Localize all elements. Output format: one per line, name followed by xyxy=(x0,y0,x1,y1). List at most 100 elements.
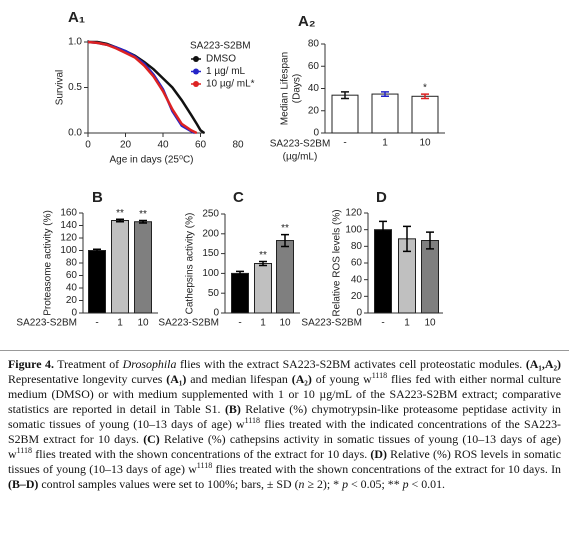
x-axis-label: SA223-S2BM xyxy=(301,318,362,329)
x-tick-label: - xyxy=(238,318,241,329)
significance: ** xyxy=(281,223,289,234)
bar xyxy=(374,229,392,314)
caption-text: Relative (%) cathepsins activity in soma… xyxy=(8,432,561,461)
y-tick-label: 20 xyxy=(351,291,363,302)
caption-text: p xyxy=(342,477,349,491)
caption-text: Representative longevity curves xyxy=(8,372,167,386)
x-axis-label: SA223-S2BM xyxy=(16,318,77,329)
significance: ** xyxy=(139,209,147,220)
legend-label: 10 µg/ mL* xyxy=(206,79,255,90)
y-tick-label: 160 xyxy=(60,208,77,219)
caption-text: (B–D) xyxy=(8,477,39,491)
y-tick-label: 0 xyxy=(313,128,319,139)
error-bar xyxy=(259,260,267,267)
x-tick-label: 1 xyxy=(404,318,410,329)
y-tick-label: 100 xyxy=(345,224,362,235)
x-tick-label: 1 xyxy=(117,318,123,329)
legend-title: SA223-S2BM xyxy=(190,41,251,52)
caption-text: Relative (%) chymotrypsin-like proteasom… xyxy=(8,402,562,431)
caption-text: flies treated with the shown concentrati… xyxy=(32,447,371,461)
y-tick-label: 0 xyxy=(356,308,362,319)
bar xyxy=(134,221,152,314)
survival-curve xyxy=(88,40,205,135)
caption-text: Relative (%) ROS levels in somatic tissu… xyxy=(8,447,561,476)
y-axis-label: (Days) xyxy=(292,74,303,103)
y-tick-label: 0.5 xyxy=(68,82,82,93)
bar xyxy=(88,250,106,314)
x-tick-label: 1 xyxy=(260,318,266,329)
bar xyxy=(411,95,439,134)
y-tick-label: 80 xyxy=(308,39,320,50)
caption-text: flies treated with the indicated concent… xyxy=(8,417,561,446)
error-bar xyxy=(341,91,349,100)
error-bar xyxy=(426,231,434,250)
caption-text: (A₁) xyxy=(166,372,187,386)
legend-label: DMSO xyxy=(206,54,236,65)
survival-curve xyxy=(87,40,198,135)
caption-text: control samples values were set to 100%;… xyxy=(38,477,299,491)
x-axis-label: SA223-S2BM xyxy=(158,318,219,329)
y-tick-label: 20 xyxy=(66,295,78,306)
caption-text: 1118 xyxy=(16,446,32,456)
caption-text: 1118 xyxy=(244,416,261,426)
y-tick-label: 120 xyxy=(60,233,77,244)
x-tick-label: 60 xyxy=(195,140,207,151)
caption-text: of young w xyxy=(311,372,372,386)
panel-label: A₁ xyxy=(68,9,85,26)
panel-label: D xyxy=(376,189,387,206)
y-tick-label: 20 xyxy=(308,105,320,116)
x-tick-label: 10 xyxy=(424,318,436,329)
bar xyxy=(331,94,359,134)
bar xyxy=(111,220,129,314)
panel-label: A₂ xyxy=(298,13,316,30)
caption-text: flies with the extract SA223-S2BM activa… xyxy=(176,357,526,371)
x-tick-label: 10 xyxy=(137,318,149,329)
y-tick-label: 40 xyxy=(66,283,78,294)
caption-text: 1118 xyxy=(196,461,213,471)
caption-text: ≥ 2); * xyxy=(304,477,343,491)
significance: ** xyxy=(116,208,124,219)
caption-text: and median lifespan xyxy=(186,372,292,386)
x-tick-label: 0 xyxy=(85,140,91,151)
caption-text: 1118 xyxy=(371,371,388,381)
y-tick-label: 0.0 xyxy=(68,128,82,139)
x-axis-label: (µg/mL) xyxy=(283,152,318,163)
significance: ** xyxy=(259,250,267,261)
caption-text: (B) xyxy=(224,402,241,416)
y-tick-label: 60 xyxy=(351,258,363,269)
x-tick-label: 1 xyxy=(382,138,388,149)
error-bar xyxy=(116,218,124,223)
bar xyxy=(254,263,272,314)
y-tick-label: 60 xyxy=(308,61,320,72)
y-axis-label: Proteasome activity (%) xyxy=(43,210,54,316)
caption-text: < 0.05; ** xyxy=(348,477,403,491)
bar xyxy=(421,240,439,314)
y-tick-label: 0 xyxy=(71,308,77,319)
caption: Figure 4. Treatment of Drosophila flies … xyxy=(0,350,569,492)
caption-text: Treatment of xyxy=(53,357,123,371)
error-bar xyxy=(236,270,244,277)
y-tick-label: 40 xyxy=(351,274,363,285)
caption-text: flies fed with either normal culture med… xyxy=(8,372,561,416)
y-tick-label: 100 xyxy=(60,245,77,256)
x-axis-label: SA223-S2BM xyxy=(270,139,331,150)
error-bar xyxy=(421,93,429,100)
x-tick-label: - xyxy=(381,318,384,329)
x-tick-label: 40 xyxy=(157,140,169,151)
caption-text: Drosophila xyxy=(122,357,177,371)
y-tick-label: 1.0 xyxy=(68,37,82,48)
x-axis-label: Age in days (25⁰C) xyxy=(109,155,193,166)
caption-text: < 0.01. xyxy=(408,477,446,491)
y-tick-label: 120 xyxy=(345,208,362,219)
y-tick-label: 250 xyxy=(202,209,219,220)
error-bar xyxy=(381,91,389,98)
x-tick-label: - xyxy=(95,318,98,329)
error-bar xyxy=(379,220,387,239)
error-bar xyxy=(93,248,101,253)
error-bar xyxy=(403,225,411,253)
x-tick-label: 10 xyxy=(419,138,431,149)
y-axis-label: Median Lifespan xyxy=(280,52,291,125)
y-tick-label: 40 xyxy=(308,83,320,94)
